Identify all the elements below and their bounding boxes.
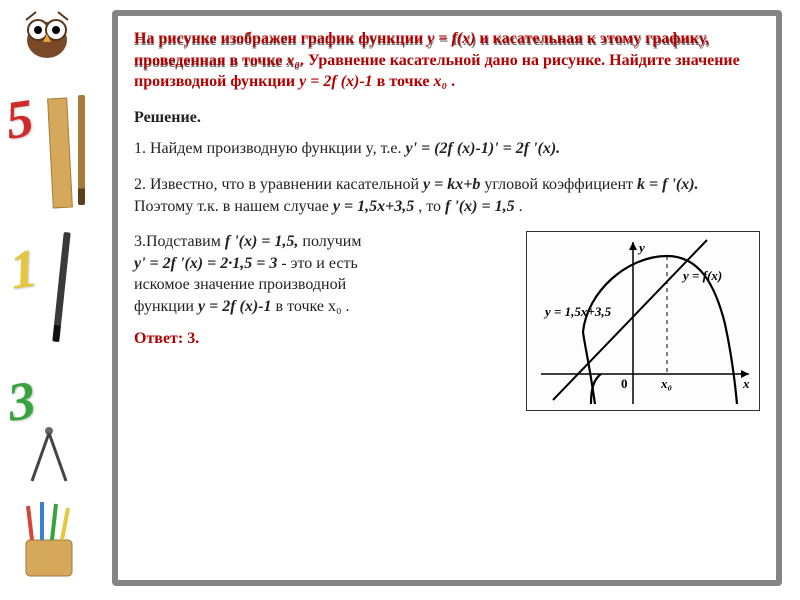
step-2: 2. Известно, что в уравнении касательной… (134, 174, 760, 217)
graph-tangent-label: y = 1,5x+3,5 (543, 304, 612, 319)
step-3-row: 3.Подставим f '(x) = 1,5, получим y' = 2… (134, 231, 760, 411)
step3-formula-b: y' = 2f '(x) = 2·1,5 = 3 (134, 255, 277, 272)
step2-text-c: Поэтому т.к. в нашем случае (134, 198, 333, 215)
graph-origin-label: 0 (621, 376, 628, 391)
step2-text-d: , то (418, 198, 445, 215)
problem-statement: На рисунке изображен график функции y = … (134, 28, 760, 93)
sidebar-number-3: 3 (4, 368, 39, 433)
step2-formula-a: y = kx+b (423, 176, 480, 193)
step-1: 1. Найдем производную функции y, т.е. y'… (134, 138, 760, 160)
owl-icon (12, 8, 82, 63)
solution-header: Решение. (134, 107, 760, 129)
step2-text-e: . (519, 198, 523, 215)
step3-text-b: получим (302, 233, 361, 250)
pencil-cup-icon (8, 500, 90, 582)
sidebar-number-1: 1 (6, 236, 41, 301)
step3-text-d: искомое значение производной (134, 276, 346, 293)
step3-text-a: 3.Подставим (134, 233, 225, 250)
sidebar-number-5: 5 (2, 86, 37, 151)
ruler-icon (47, 98, 73, 209)
pencil-icon (78, 95, 85, 205)
problem-formula-1: y = f(x) (427, 30, 475, 47)
step3-formula-a: f '(x) = 1,5, (225, 233, 299, 250)
problem-text-4: в точке (377, 73, 434, 90)
problem-text-1: На рисунке изображен график функции (134, 30, 427, 47)
graph-svg: y = 1,5x+3,5 y = f(x) y x 0 x₀ (527, 232, 759, 412)
graph-x-label: x (742, 376, 750, 391)
step2-formula-d: f '(x) = 1,5 (445, 198, 515, 215)
graph-y-label: y (637, 240, 645, 255)
step3-text-e: функции (134, 298, 198, 315)
step1-text: 1. Найдем производную функции y, т.е. (134, 140, 406, 157)
step2-formula-b: k = f '(x). (637, 176, 699, 193)
graph-figure: y = 1,5x+3,5 y = f(x) y x 0 x₀ (526, 231, 760, 411)
step1-formula: y' = (2f (x)-1)' = 2f '(x). (406, 140, 561, 157)
step3-formula-c: y = 2f (x)-1 (198, 298, 272, 315)
graph-x0-label: x₀ (660, 376, 672, 391)
sidebar: 5 1 3 (0, 0, 110, 600)
step3-text-f: в точке x₀ . (276, 298, 350, 315)
problem-text-5: . (451, 73, 455, 90)
graph-curve-label: y = f(x) (681, 268, 722, 283)
problem-formula-2: y = 2f (x)-1 (299, 73, 373, 90)
pen-icon (52, 232, 70, 342)
content-panel: На рисунке изображен график функции y = … (112, 10, 782, 586)
step3-text-c: - это и есть (281, 255, 357, 272)
step-3: 3.Подставим f '(x) = 1,5, получим y' = 2… (134, 231, 514, 411)
problem-x0-1: x₀ (286, 52, 300, 69)
step2-formula-c: y = 1,5x+3,5 (333, 198, 414, 215)
compass-icon (24, 425, 74, 485)
step2-text-a: 2. Известно, что в уравнении касательной (134, 176, 423, 193)
problem-x0-2: x₀ (434, 73, 448, 90)
answer: Ответ: 3. (134, 328, 514, 350)
step2-text-b: угловой коэффициент (484, 176, 637, 193)
